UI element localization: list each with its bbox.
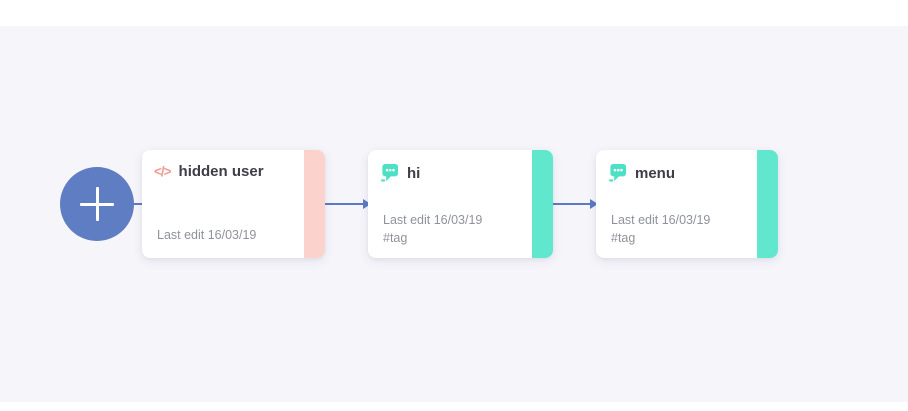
node-tag: #tag xyxy=(383,231,408,245)
add-node-button[interactable] xyxy=(60,167,134,241)
arrowhead-icon xyxy=(590,198,598,209)
node-edge-accent xyxy=(304,150,325,258)
node-edge-accent xyxy=(532,150,553,258)
node-header: menu xyxy=(596,150,778,183)
node-header: hi xyxy=(368,150,553,183)
node-meta: Last edit 16/03/19 #tag xyxy=(611,211,710,247)
node-meta: Last edit 16/03/19 xyxy=(157,226,256,244)
chat-icon xyxy=(608,163,627,182)
node-title: menu xyxy=(635,164,676,182)
node-title: hidden user xyxy=(178,163,264,180)
code-icon: </> xyxy=(154,163,172,179)
node-tag: #tag xyxy=(611,231,636,245)
node-edge-accent xyxy=(757,150,778,258)
plus-icon xyxy=(80,187,114,221)
last-edit-label: Last edit 16/03/19 xyxy=(383,213,483,227)
last-edit-label: Last edit 16/03/19 xyxy=(157,228,257,242)
bottom-strip xyxy=(0,402,908,411)
arrowhead-icon xyxy=(363,198,371,209)
node-meta: Last edit 16/03/19 #tag xyxy=(383,211,482,247)
flow-node-hi[interactable]: hi Last edit 16/03/19 #tag xyxy=(368,150,553,258)
node-header: </> hidden user xyxy=(142,150,325,180)
top-strip xyxy=(0,0,908,26)
chat-icon xyxy=(380,163,399,182)
flow-node-hidden-user[interactable]: </> hidden user Last edit 16/03/19 xyxy=(142,150,325,258)
last-edit-label: Last edit 16/03/19 xyxy=(611,213,711,227)
flow-arrow xyxy=(324,197,371,211)
node-title: hi xyxy=(407,164,421,182)
flow-arrow xyxy=(553,197,598,211)
flow-node-menu[interactable]: menu Last edit 16/03/19 #tag xyxy=(596,150,778,258)
